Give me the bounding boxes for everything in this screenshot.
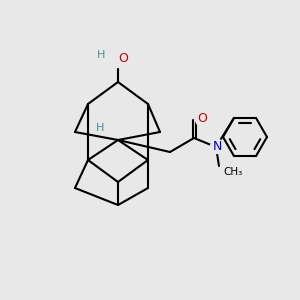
Text: CH₃: CH₃ [223, 167, 242, 177]
Text: N: N [212, 140, 222, 152]
Text: H: H [96, 123, 104, 133]
Text: O: O [118, 52, 128, 64]
Text: O: O [197, 112, 207, 125]
Text: H: H [97, 50, 105, 60]
